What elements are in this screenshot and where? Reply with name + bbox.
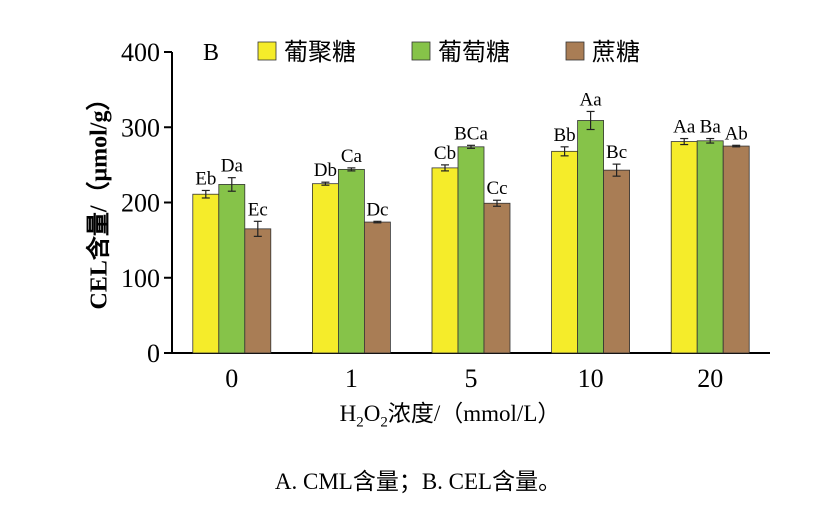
figure-caption: A. CML含量；B. CEL含量。 bbox=[274, 469, 562, 494]
bar-letter-label: Da bbox=[221, 156, 244, 177]
bar bbox=[551, 150, 578, 354]
legend-label: 葡萄糖 bbox=[438, 38, 510, 66]
bar-letter-label: Eb bbox=[195, 168, 216, 189]
bar-letter-label: Aa bbox=[673, 117, 696, 138]
bar bbox=[722, 145, 750, 354]
bar bbox=[311, 183, 339, 354]
bar-letter-label: Ab bbox=[725, 123, 748, 144]
y-tick-label: 100 bbox=[121, 264, 160, 293]
panel-label: B bbox=[203, 40, 219, 66]
y-tick-label: 0 bbox=[147, 339, 160, 368]
bar-letter-label: Cc bbox=[486, 178, 507, 199]
y-tick-label: 300 bbox=[121, 113, 160, 142]
y-tick-label: 400 bbox=[121, 38, 160, 67]
bar bbox=[603, 169, 630, 354]
x-tick-label: 0 bbox=[225, 364, 238, 393]
chart-legend: B 葡聚糖 葡萄糖 蔗糖 bbox=[203, 38, 640, 66]
bar-letter-label: Ba bbox=[700, 117, 722, 138]
bar-letter-label: Ec bbox=[248, 199, 268, 220]
y-axis-title: CEL含量/（μmol/g） bbox=[86, 86, 113, 310]
bar bbox=[244, 228, 272, 354]
bar-letter-label: Dc bbox=[366, 199, 388, 220]
legend-swatch bbox=[257, 41, 277, 61]
bar-letter-label: Aa bbox=[580, 89, 603, 110]
bar bbox=[670, 141, 698, 354]
bar-letter-label: BCa bbox=[454, 123, 488, 144]
bar-letter-label: Bc bbox=[606, 142, 627, 163]
bar bbox=[363, 221, 391, 354]
x-axis-title: H2O2浓度/（mmol/L） bbox=[170, 394, 730, 432]
bar-letter-label: Bb bbox=[554, 125, 576, 146]
bar-letter-label: Db bbox=[314, 160, 337, 181]
bar bbox=[483, 202, 511, 354]
bar bbox=[457, 146, 485, 354]
legend-label: 蔗糖 bbox=[592, 38, 640, 66]
x-axis-title-sub2: 2 bbox=[380, 414, 388, 431]
bar bbox=[431, 167, 459, 354]
legend-swatch bbox=[411, 41, 431, 61]
x-axis-title-o: O bbox=[363, 401, 381, 426]
legend-swatch bbox=[565, 41, 585, 61]
x-axis-title-h: H bbox=[339, 401, 357, 426]
chart-axes: 0 100 200 300 400 0 1 5 10 20 bbox=[121, 38, 770, 393]
x-axis-title-sub1: 2 bbox=[356, 414, 364, 431]
bar bbox=[577, 120, 604, 354]
bar bbox=[218, 184, 246, 354]
x-tick-label: 5 bbox=[465, 364, 478, 393]
bar bbox=[337, 168, 365, 354]
x-tick-label: 10 bbox=[578, 364, 604, 393]
legend-label: 葡聚糖 bbox=[284, 38, 356, 66]
y-tick-label: 200 bbox=[121, 189, 160, 218]
x-axis-title-rest: 浓度/（mmol/L） bbox=[387, 401, 561, 426]
bar bbox=[696, 140, 724, 354]
bar-letter-label: Cb bbox=[434, 143, 456, 164]
bar-letter-label: Ca bbox=[341, 146, 363, 167]
x-tick-label: 1 bbox=[345, 364, 358, 393]
x-tick-label: 20 bbox=[697, 364, 723, 393]
bar bbox=[192, 193, 220, 354]
